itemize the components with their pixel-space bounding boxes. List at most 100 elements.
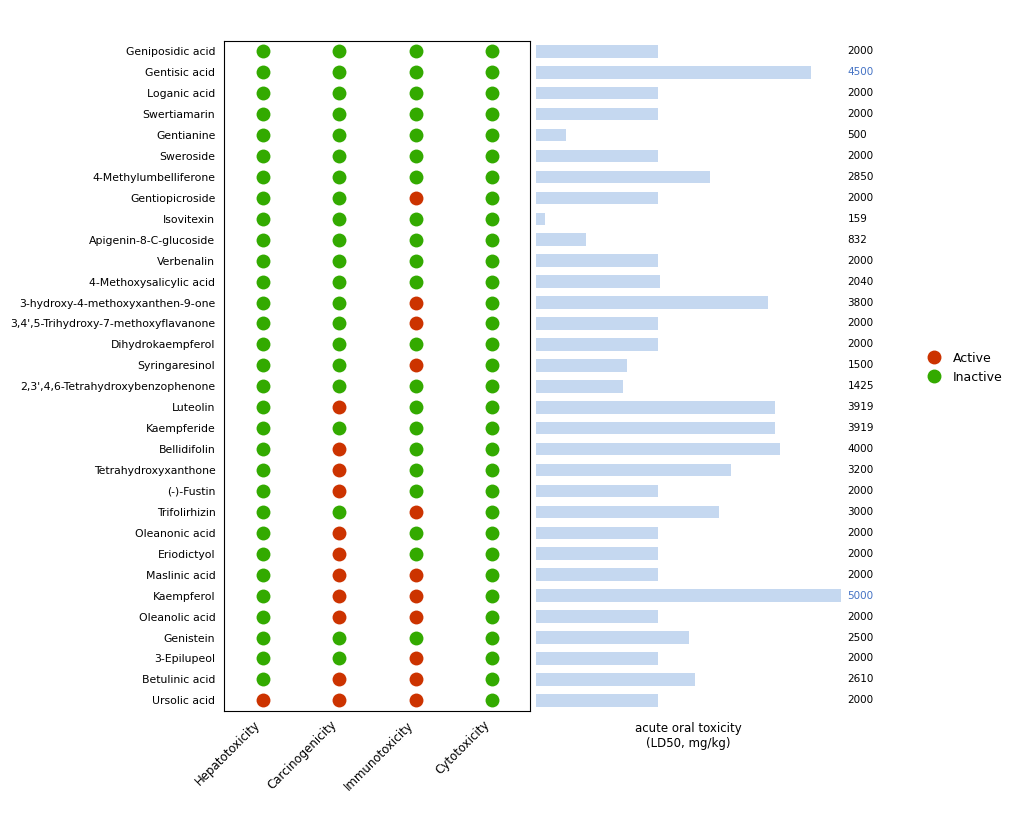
Point [255,212,271,225]
Point [331,275,347,288]
Point [484,506,500,519]
Bar [535,254,657,267]
Text: 2000: 2000 [847,569,873,580]
Point [331,338,347,351]
Bar [535,401,774,413]
Point [255,422,271,435]
Text: 2000: 2000 [847,486,873,496]
Text: 2850: 2850 [847,172,873,182]
Bar [535,380,623,393]
Point [484,338,500,351]
Point [255,610,271,623]
Point [331,380,347,393]
Point [331,526,347,539]
Text: 2000: 2000 [847,109,873,119]
Point [255,317,271,330]
Text: 2500: 2500 [847,632,873,642]
Bar [535,569,657,581]
Point [255,506,271,519]
Text: 3000: 3000 [847,507,873,517]
Point [484,254,500,267]
Point [484,191,500,204]
X-axis label: acute oral toxicity
(LD50, mg/kg): acute oral toxicity (LD50, mg/kg) [635,722,741,750]
Point [331,150,347,163]
Point [331,128,347,141]
Point [484,212,500,225]
Bar [535,506,718,518]
Point [255,128,271,141]
Text: 159: 159 [847,214,866,224]
Text: 4000: 4000 [847,444,873,454]
Bar [535,652,657,665]
Point [255,171,271,184]
Point [331,296,347,309]
Point [255,547,271,560]
Point [331,65,347,78]
Point [484,45,500,58]
Point [331,45,347,58]
Text: 2610: 2610 [847,674,873,685]
Point [331,694,347,707]
Point [484,652,500,665]
Point [484,233,500,246]
Text: 2000: 2000 [847,256,873,266]
Point [408,400,424,413]
Point [408,65,424,78]
Text: 2000: 2000 [847,528,873,538]
Legend: Active, Inactive: Active, Inactive [914,346,1008,390]
Point [484,631,500,644]
Point [255,296,271,309]
Text: 2000: 2000 [847,88,873,98]
Text: 2000: 2000 [847,47,873,56]
Point [484,463,500,476]
Point [484,400,500,413]
Point [255,400,271,413]
Point [484,171,500,184]
Point [255,108,271,121]
Point [484,443,500,456]
Bar [535,610,657,623]
Point [331,484,347,498]
Bar [535,45,657,58]
Point [408,589,424,602]
Point [408,212,424,225]
Point [484,568,500,581]
Point [408,359,424,372]
Text: 4500: 4500 [847,67,873,78]
Text: 2000: 2000 [847,654,873,663]
Point [331,443,347,456]
Bar [535,297,767,309]
Point [484,108,500,121]
Text: 2000: 2000 [847,612,873,622]
Point [408,547,424,560]
Bar [535,673,695,685]
Point [484,484,500,498]
Point [408,380,424,393]
Point [255,233,271,246]
Text: 2000: 2000 [847,339,873,350]
Point [408,694,424,707]
Point [255,526,271,539]
Bar [535,108,657,120]
Point [408,87,424,100]
Point [484,673,500,686]
Point [331,652,347,665]
Bar [535,464,731,476]
Point [255,463,271,476]
Point [408,484,424,498]
Point [408,506,424,519]
Point [484,65,500,78]
Text: 2000: 2000 [847,193,873,203]
Text: 5000: 5000 [847,591,873,600]
Bar [535,338,657,350]
Point [331,254,347,267]
Bar [535,129,566,141]
Point [331,359,347,372]
Point [255,338,271,351]
Text: 3919: 3919 [847,402,873,413]
Text: 2000: 2000 [847,549,873,559]
Point [255,359,271,372]
Bar [535,527,657,539]
Point [484,150,500,163]
Point [408,233,424,246]
